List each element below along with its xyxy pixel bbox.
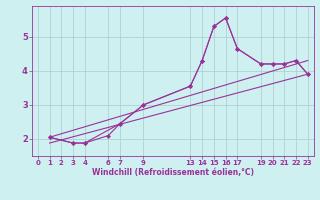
X-axis label: Windchill (Refroidissement éolien,°C): Windchill (Refroidissement éolien,°C) xyxy=(92,168,254,177)
